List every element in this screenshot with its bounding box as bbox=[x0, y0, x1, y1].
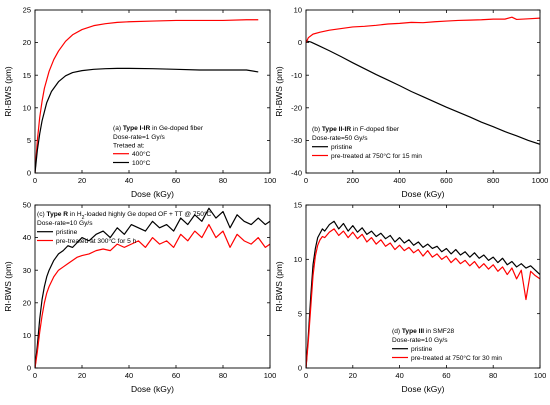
panel-a-series-red-line bbox=[35, 19, 259, 173]
panel-c-legend-label: pristine bbox=[56, 229, 78, 236]
panel-d: 0 20 40 60 80 100 0 5 10 15 Dose (kGy) RI-BWS (pm) (… bbox=[274, 201, 546, 394]
panel-d-x-axis-label: Dose (kGy) bbox=[402, 384, 445, 394]
panel-c-ytick-label: 30 bbox=[23, 266, 31, 275]
panel-d-series-red-line bbox=[306, 228, 540, 368]
panel-d-ytick-label: 10 bbox=[294, 255, 302, 264]
panel-b-xtick-label: 600 bbox=[440, 176, 453, 185]
panel-d-y-axis-label: RI-BWS (pm) bbox=[274, 261, 284, 312]
panel-c-xtick-label: 60 bbox=[172, 371, 180, 380]
panel-d-xtick-label: 80 bbox=[489, 371, 497, 380]
panel-c-ytick-label: 40 bbox=[23, 233, 31, 242]
panel-a-series-black-line bbox=[35, 67, 259, 173]
panel-c-legend-label: pre-treated at 300°C for 5 h bbox=[56, 237, 137, 245]
panel-b-ytick-label: 0 bbox=[298, 38, 302, 47]
panel-b-ytick-label: -10 bbox=[291, 71, 302, 80]
panel-d-ytick-label: 5 bbox=[298, 309, 302, 318]
panel-d-series-black-line bbox=[306, 220, 540, 368]
panel-c-annotation-line: (c) Type R in H2-loaded highly Ge doped … bbox=[37, 210, 212, 221]
panel-b-ytick-label: -20 bbox=[291, 103, 302, 112]
panel-a-frame bbox=[34, 9, 271, 174]
panel-b-legend-label: pristine bbox=[331, 144, 353, 151]
panel-a-ytick-label: 10 bbox=[23, 103, 31, 112]
panel-d-xtick-label: 40 bbox=[395, 371, 403, 380]
panel-b-xtick-label: 0 bbox=[304, 176, 308, 185]
panel-d-annotation-line: Dose-rate=10 Gy/s bbox=[392, 337, 448, 344]
panel-a-ytick-label: 15 bbox=[23, 71, 31, 80]
panel-a-xtick-label: 100 bbox=[264, 176, 277, 185]
panel-c-xtick-label: 40 bbox=[125, 371, 133, 380]
panel-b-ytick-label: -40 bbox=[291, 169, 302, 178]
panel-a-annotation-line: Dose-rate=1 Gy/s bbox=[113, 134, 166, 141]
panel-b-series-red-line bbox=[306, 16, 540, 43]
panel-c-ytick-label: 0 bbox=[27, 364, 31, 373]
panel-c-series-black-line bbox=[35, 207, 270, 368]
panel-a: 0 20 40 60 80 100 0 5 10 15 20 25 Dose (kGy) RI-BWS (… bbox=[3, 6, 276, 199]
panel-b-xtick-label: 200 bbox=[347, 176, 360, 185]
panel-b-ytick-label: -30 bbox=[291, 136, 302, 145]
panel-d-legend-label: pre-treated at 750°C for 30 min bbox=[411, 354, 502, 362]
panel-c-x-axis-label: Dose (kGy) bbox=[131, 384, 174, 394]
panel-a-legend-label: 100°C bbox=[132, 159, 151, 167]
panel-a-y-axis-label: RI-BWS (pm) bbox=[3, 66, 13, 117]
panel-b-xtick-label: 800 bbox=[487, 176, 500, 185]
panel-a-ytick-label: 5 bbox=[27, 136, 31, 145]
panel-a-annotation-line: Tretaed at: bbox=[113, 143, 145, 150]
panel-b-x-axis-label: Dose (kGy) bbox=[402, 189, 445, 199]
panel-a-ytick-label: 25 bbox=[23, 6, 31, 15]
panel-b-y-axis-label: RI-BWS (pm) bbox=[274, 66, 284, 117]
panel-b: 0 200 400 600 800 1000 -40 -30 -20 -10 0 10 Dose (kG… bbox=[274, 6, 548, 199]
panel-a-x-axis-label: Dose (kGy) bbox=[131, 189, 174, 199]
panel-a-xtick-label: 0 bbox=[33, 176, 37, 185]
panel-b-legend-label: pre-treated at 750°C for 15 min bbox=[331, 152, 422, 160]
panel-c-xtick-label: 80 bbox=[219, 371, 227, 380]
panel-b-frame bbox=[305, 9, 541, 174]
panel-b-xtick-label: 1000 bbox=[532, 176, 549, 185]
panel-a-xtick-label: 80 bbox=[219, 176, 227, 185]
panel-c-xtick-label: 100 bbox=[264, 371, 277, 380]
panel-c-ytick-label: 10 bbox=[23, 331, 31, 340]
panel-c-ytick-label: 50 bbox=[23, 201, 31, 210]
panel-d-legend-label: pristine bbox=[411, 346, 433, 353]
panel-c-xtick-label: 0 bbox=[33, 371, 37, 380]
panel-a-xtick-label: 40 bbox=[125, 176, 133, 185]
panel-c-series-red-line bbox=[35, 223, 270, 368]
panel-d-xtick-label: 100 bbox=[534, 371, 547, 380]
panel-b-xtick-label: 400 bbox=[393, 176, 406, 185]
panel-b-ytick-label: 10 bbox=[294, 6, 302, 15]
panel-a-xtick-label: 20 bbox=[78, 176, 86, 185]
panel-c-ytick-label: 20 bbox=[23, 298, 31, 307]
panel-d-xtick-label: 20 bbox=[349, 371, 357, 380]
panel-b-annotation-line: Dose-rate=50 Gy/s bbox=[312, 135, 368, 142]
panel-a-ytick-label: 0 bbox=[27, 169, 31, 178]
panel-c-annotation-line: Dose-rate=10 Gy/s bbox=[37, 220, 93, 227]
panel-d-annotation-line: (d) Type III in SMF28 bbox=[392, 328, 455, 335]
panel-a-legend-label: 400°C bbox=[132, 150, 151, 158]
panel-a-xtick-label: 60 bbox=[172, 176, 180, 185]
panel-a-annotation-line: (a) Type I-IR in Ge-doped fiber bbox=[113, 125, 204, 132]
panel-b-annotation-line: (b) Type II-IR in F-doped fiber bbox=[312, 126, 400, 133]
panel-c: 0 20 40 60 80 100 0 10 20 30 40 50 Dose (kGy) RI-BWS … bbox=[3, 201, 276, 394]
panel-c-y-axis-label: RI-BWS (pm) bbox=[3, 261, 13, 312]
panel-d-xtick-label: 60 bbox=[442, 371, 450, 380]
panel-a-ytick-label: 20 bbox=[23, 38, 31, 47]
panel-d-ytick-label: 0 bbox=[298, 364, 302, 373]
panel-c-xtick-label: 20 bbox=[78, 371, 86, 380]
panel-d-frame bbox=[305, 204, 541, 369]
panel-b-series-black-line bbox=[306, 40, 540, 145]
panel-d-xtick-label: 0 bbox=[304, 371, 308, 380]
panel-d-ytick-label: 15 bbox=[294, 201, 302, 210]
panel-c-frame bbox=[34, 204, 271, 369]
